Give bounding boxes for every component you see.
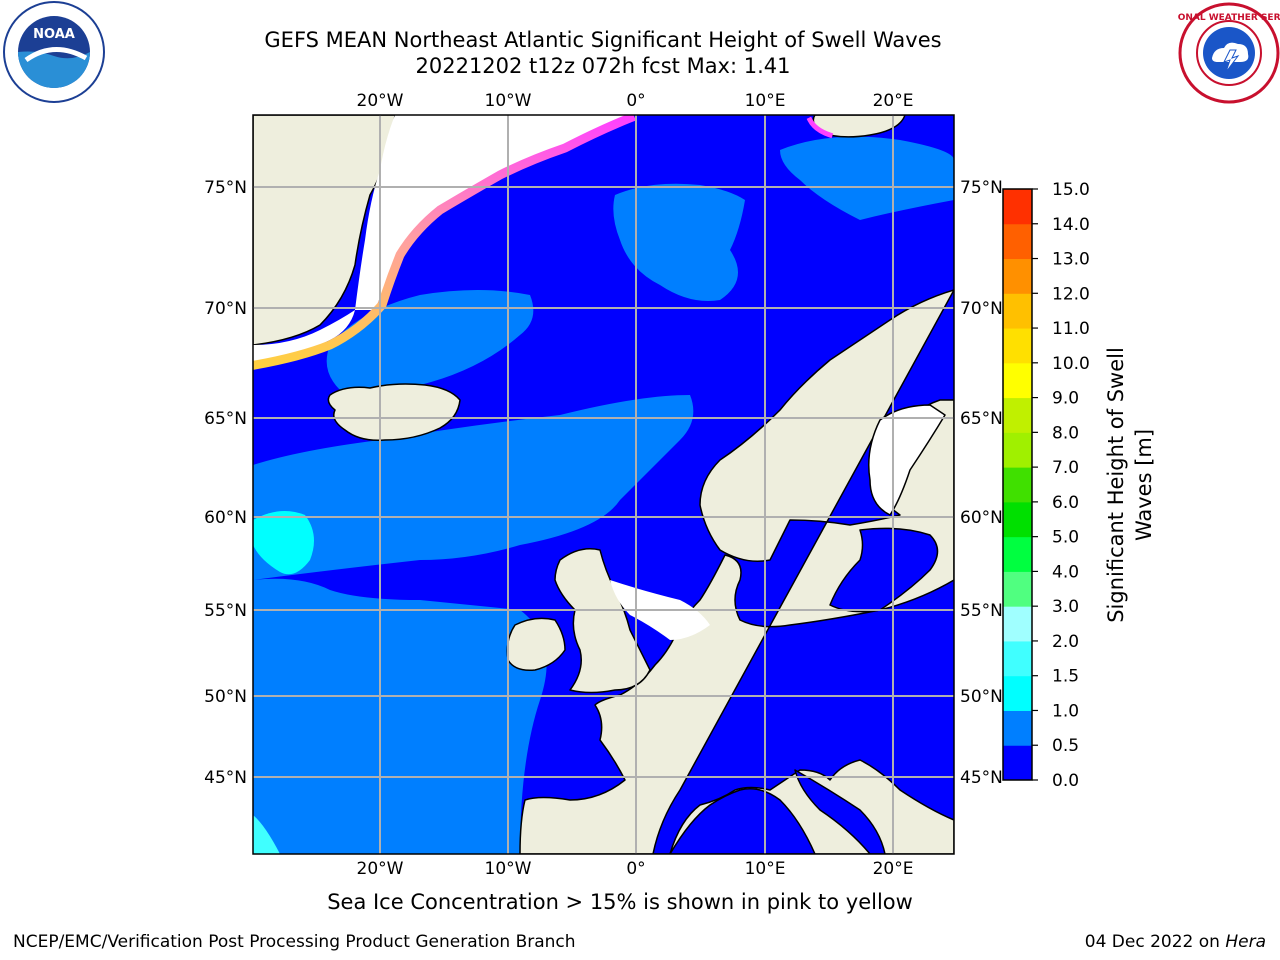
noaa-logo: NOAA	[3, 1, 105, 103]
lat-label-right: 65°N	[960, 409, 1003, 429]
lat-label-right: 70°N	[960, 299, 1003, 319]
colorbar-tick-label: 15.0	[1052, 180, 1090, 200]
lon-label-bottom: 10°W	[485, 859, 532, 879]
lat-label-left: 45°N	[204, 768, 247, 788]
land-europe	[519, 289, 954, 854]
sea-tyrrhenian	[669, 788, 816, 854]
lon-label-bottom: 0°	[626, 859, 645, 879]
colorbar-swatch	[1003, 606, 1032, 642]
colorbar-swatch	[1003, 675, 1032, 711]
colorbar-tick-label: 0.0	[1052, 771, 1079, 791]
lat-label-right: 60°N	[960, 508, 1003, 528]
colorbar-swatch	[1003, 710, 1032, 746]
colorbar-swatch	[1003, 258, 1032, 294]
lon-label-top: 20°W	[357, 91, 404, 111]
lat-label-left: 65°N	[204, 409, 247, 429]
lat-label-left: 55°N	[204, 601, 247, 621]
colorbar-title-line2: Waves [m]	[1132, 429, 1156, 541]
lon-label-top: 0°	[626, 91, 645, 111]
colorbar-tick-label: 7.0	[1052, 458, 1079, 478]
colorbar-swatch	[1003, 362, 1032, 399]
colorbar-tick-label: 13.0	[1052, 250, 1090, 270]
lat-label-right: 50°N	[960, 687, 1003, 707]
colorbar-swatch	[1003, 293, 1032, 329]
colorbar-swatch	[1003, 745, 1032, 781]
colorbar-tick-label: 10.0	[1052, 354, 1090, 374]
nws-logo-text: NATIONAL WEATHER SERVICE	[1178, 13, 1280, 23]
lat-label-right: 55°N	[960, 601, 1003, 621]
swell-region-0.5-1.0-south	[253, 395, 694, 854]
colorbar: 15.0 14.0 13.0 12.0 11.0 10.0 9.0 8.0 7.0 6.0 5.0 4…	[1002, 180, 1156, 791]
noaa-logo-text: NOAA	[33, 27, 75, 42]
colorbar-tick-label: 6.0	[1052, 493, 1079, 513]
lat-label-left: 60°N	[204, 508, 247, 528]
colorbar-swatch	[1003, 467, 1032, 503]
lat-label-right: 75°N	[960, 178, 1003, 198]
map-area	[253, 115, 954, 854]
nws-logo: NATIONAL WEATHER SERVICE	[1178, 2, 1280, 104]
colorbar-swatch	[1003, 397, 1032, 433]
colorbar-tick-label: 14.0	[1052, 215, 1090, 235]
lon-label-bottom: 10°E	[745, 859, 786, 879]
colorbar-tick-label: 2.0	[1052, 632, 1079, 652]
gridlines	[253, 115, 954, 854]
lon-label-top: 10°E	[745, 91, 786, 111]
colorbar-tick-label: 5.0	[1052, 528, 1079, 548]
lon-label-bottom: 20°W	[357, 859, 404, 879]
swell-region-1.0-1.5-west	[253, 511, 314, 575]
colorbar-tick-label: 4.0	[1052, 562, 1079, 582]
sea-ice-note: Sea Ice Concentration > 15% is shown in …	[0, 890, 1280, 914]
land-great-britain	[554, 548, 651, 694]
swell-region-1.0-1.5-southwest	[253, 815, 280, 854]
lon-label-top: 20°E	[873, 91, 914, 111]
colorbar-swatch	[1003, 223, 1032, 260]
footer-date: 04 Dec 2022 on Hera	[1085, 932, 1266, 952]
colorbar-swatch	[1003, 432, 1032, 468]
colorbar-swatch	[1003, 571, 1032, 607]
lat-label-right: 45°N	[960, 768, 1003, 788]
sea-gulf-of-bothnia	[868, 404, 946, 516]
footer-credit: NCEP/EMC/Verification Post Processing Pr…	[13, 932, 576, 952]
map-subtitle: 20221202 t12z 072h fcst Max: 1.41	[415, 54, 791, 78]
colorbar-swatch	[1003, 189, 1032, 225]
sea-adriatic	[794, 769, 886, 854]
colorbar-swatch	[1003, 640, 1032, 677]
footer-date-text: 04 Dec 2022 on	[1084, 932, 1226, 952]
colorbar-tick-label: 12.0	[1052, 284, 1090, 304]
colorbar-swatch	[1003, 328, 1032, 364]
lon-label-top: 10°W	[485, 91, 532, 111]
colorbar-tick-label: 11.0	[1052, 319, 1090, 339]
colorbar-tick-label: 9.0	[1052, 389, 1079, 409]
colorbar-frame	[1002, 188, 1033, 781]
colorbar-tick-label: 1.5	[1052, 667, 1079, 687]
colorbar-swatch	[1003, 501, 1032, 538]
lat-label-left: 50°N	[204, 687, 247, 707]
sea-ice-note-text: Sea Ice Concentration > 15% is shown in …	[327, 890, 913, 914]
map-frame	[252, 114, 955, 855]
swell-region-0.5-1.0-norwegian-sea	[613, 183, 745, 301]
sea-ice-edge	[253, 115, 834, 370]
colorbar-tick-label: 3.0	[1052, 597, 1079, 617]
colorbar-tick-label: 1.0	[1052, 701, 1079, 721]
land-iceland	[327, 383, 461, 442]
colorbar-tick-label: 0.5	[1052, 736, 1079, 756]
colorbar-swatch	[1003, 536, 1032, 572]
colorbar-tick-label: 8.0	[1052, 423, 1079, 443]
lat-label-left: 75°N	[204, 178, 247, 198]
swell-region-0.5-1.0-barents	[780, 136, 954, 220]
lat-label-left: 70°N	[204, 299, 247, 319]
colorbar-title-line1: Significant Height of Swell	[1104, 347, 1128, 623]
map-title: GEFS MEAN Northeast Atlantic Significant…	[264, 28, 942, 52]
lon-label-bottom: 20°E	[873, 859, 914, 879]
footer-host: Hera	[1225, 932, 1266, 952]
